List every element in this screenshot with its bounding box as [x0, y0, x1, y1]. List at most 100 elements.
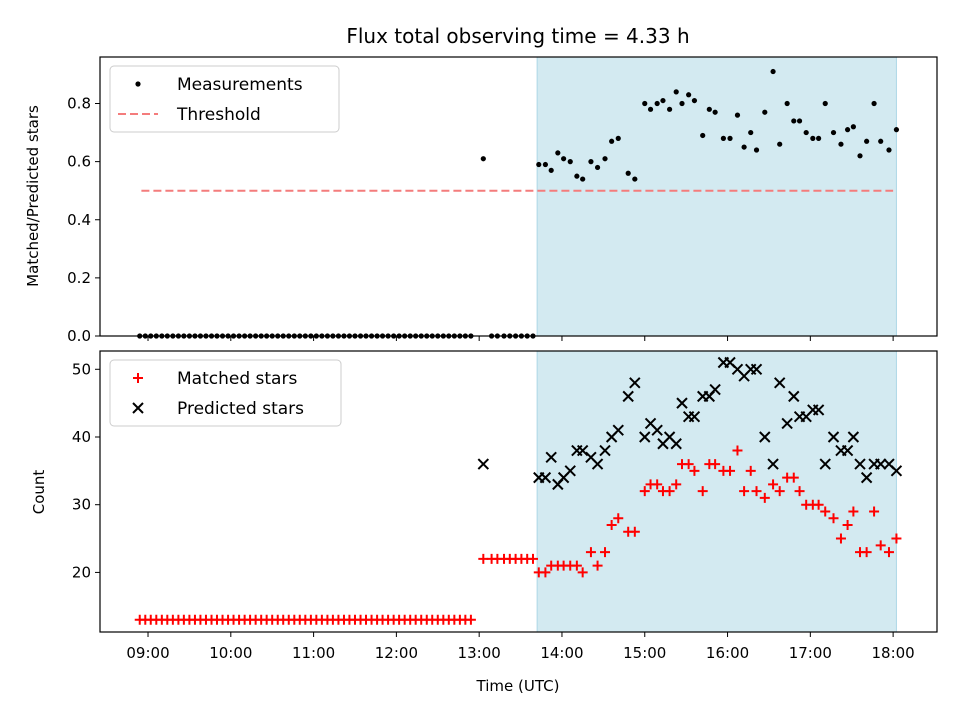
predicted-star-marker: [612, 424, 624, 436]
predicted-star-marker: [651, 424, 663, 436]
matched-star-marker: [835, 533, 846, 544]
x-tick-label: 14:00: [540, 644, 583, 662]
matched-star-marker: [861, 547, 872, 558]
top-legend-box: [109, 65, 340, 133]
matched-star-marker: [813, 499, 824, 510]
predicted-star-marker: [750, 363, 763, 375]
legend-matched-marker: [133, 373, 143, 383]
bottom-legend: Matched stars Predicted stars: [109, 359, 342, 427]
predicted-star-marker: [841, 444, 854, 457]
top-subplot: Flux total observing time = 4.33 h Match…: [24, 24, 938, 345]
matched-star-marker: [592, 560, 603, 571]
matched-star-marker: [540, 567, 551, 578]
measurement-point: [838, 141, 844, 147]
top-axes-frame: [99, 56, 938, 337]
predicted-star-marker: [773, 377, 786, 389]
measurement-point: [830, 129, 837, 136]
measurement-point: [770, 68, 776, 75]
predicted-star-marker: [545, 451, 557, 464]
matched-star-marker: [639, 486, 650, 497]
measurement-point: [727, 135, 733, 141]
matched-star-marker: [652, 479, 663, 490]
matched-star-marker: [732, 445, 743, 456]
matched-star-marker: [774, 486, 785, 497]
legend-label: Predicted stars: [177, 399, 304, 419]
predicted-star-marker: [629, 377, 641, 389]
measurement-point: [588, 159, 594, 165]
matched-star-marker: [883, 547, 894, 558]
predicted-star-marker: [874, 458, 887, 470]
x-tick-label: 17:00: [789, 644, 832, 662]
measurement-point: [741, 144, 747, 150]
measurement-point: [594, 164, 601, 171]
measurement-point: [567, 159, 573, 165]
matched-star-marker: [577, 567, 588, 578]
measurement-point: [602, 156, 608, 162]
top-y-tick-label: 0.2: [67, 269, 91, 287]
matched-star-marker: [788, 472, 799, 483]
top-y-tick-label: 0.4: [67, 211, 91, 229]
matched-star-marker: [689, 465, 700, 476]
matched-star-marker: [751, 486, 762, 497]
matched-star-marker: [869, 506, 880, 517]
predicted-star-marker: [860, 471, 873, 484]
x-tick-label: 15:00: [623, 644, 666, 662]
top-y-tick-label: 0.6: [67, 153, 91, 171]
matched-star-marker: [697, 486, 708, 497]
measurement-point: [555, 150, 561, 156]
matched-star-marker: [683, 459, 694, 470]
x-tick-label: 11:00: [292, 644, 335, 662]
measurement-point: [803, 129, 809, 136]
x-tick-label: 10:00: [209, 644, 252, 662]
top-y-tick-label: 0.8: [67, 95, 91, 113]
x-tick-label: 13:00: [458, 644, 501, 662]
legend-predicted-marker: [132, 402, 144, 414]
measurement-point: [542, 161, 549, 168]
measurement-point: [762, 109, 768, 115]
matched-star-marker: [585, 547, 596, 558]
predicted-star-marker: [688, 410, 701, 423]
x-axis-label: Time (UTC): [476, 677, 560, 695]
measurement-point: [642, 100, 648, 107]
measurement-point: [878, 138, 884, 144]
matched-star-marker: [671, 479, 682, 490]
x-tick-label: 16:00: [706, 644, 749, 662]
measurement-point: [816, 135, 822, 141]
measurement-point: [691, 97, 698, 104]
predicted-star-marker: [827, 431, 840, 443]
bottom-axes-frame: [99, 350, 938, 633]
measurement-point: [871, 100, 877, 107]
measurement-point: [480, 156, 486, 162]
predicted-star-marker: [576, 444, 589, 457]
bottom-legend-box: [109, 359, 342, 427]
bottom-series-predicted-stars: [477, 356, 903, 491]
bottom-series-matched-stars: [134, 445, 902, 625]
x-tick-label: 12:00: [375, 644, 418, 662]
matched-star-marker: [842, 520, 853, 531]
measurement-point: [748, 129, 754, 136]
matched-star-marker: [759, 492, 770, 503]
bottom-y-axis-label: Count: [30, 470, 48, 515]
predicted-star-marker: [847, 431, 860, 443]
measurement-point: [886, 147, 892, 153]
measurement-point: [850, 124, 856, 130]
matched-star-marker: [664, 486, 675, 497]
matched-star-marker: [465, 614, 476, 625]
measurement-point: [810, 135, 816, 141]
measurement-point: [561, 156, 567, 162]
top-chart-title: Flux total observing time = 4.33 h: [346, 24, 689, 48]
matched-star-marker: [745, 465, 756, 476]
predicted-star-marker: [854, 458, 866, 470]
measurement-point: [632, 176, 638, 182]
predicted-star-marker: [788, 390, 800, 403]
measurement-point: [791, 118, 797, 124]
matched-star-marker: [828, 513, 839, 524]
matched-star-marker: [629, 526, 640, 537]
predicted-star-marker: [812, 404, 825, 416]
x-tick-label: 09:00: [126, 644, 169, 662]
measurement-point: [844, 127, 851, 133]
measurement-point: [706, 106, 712, 112]
predicted-star-marker: [759, 431, 771, 443]
bottom-y-tick-label: 40: [72, 428, 91, 446]
